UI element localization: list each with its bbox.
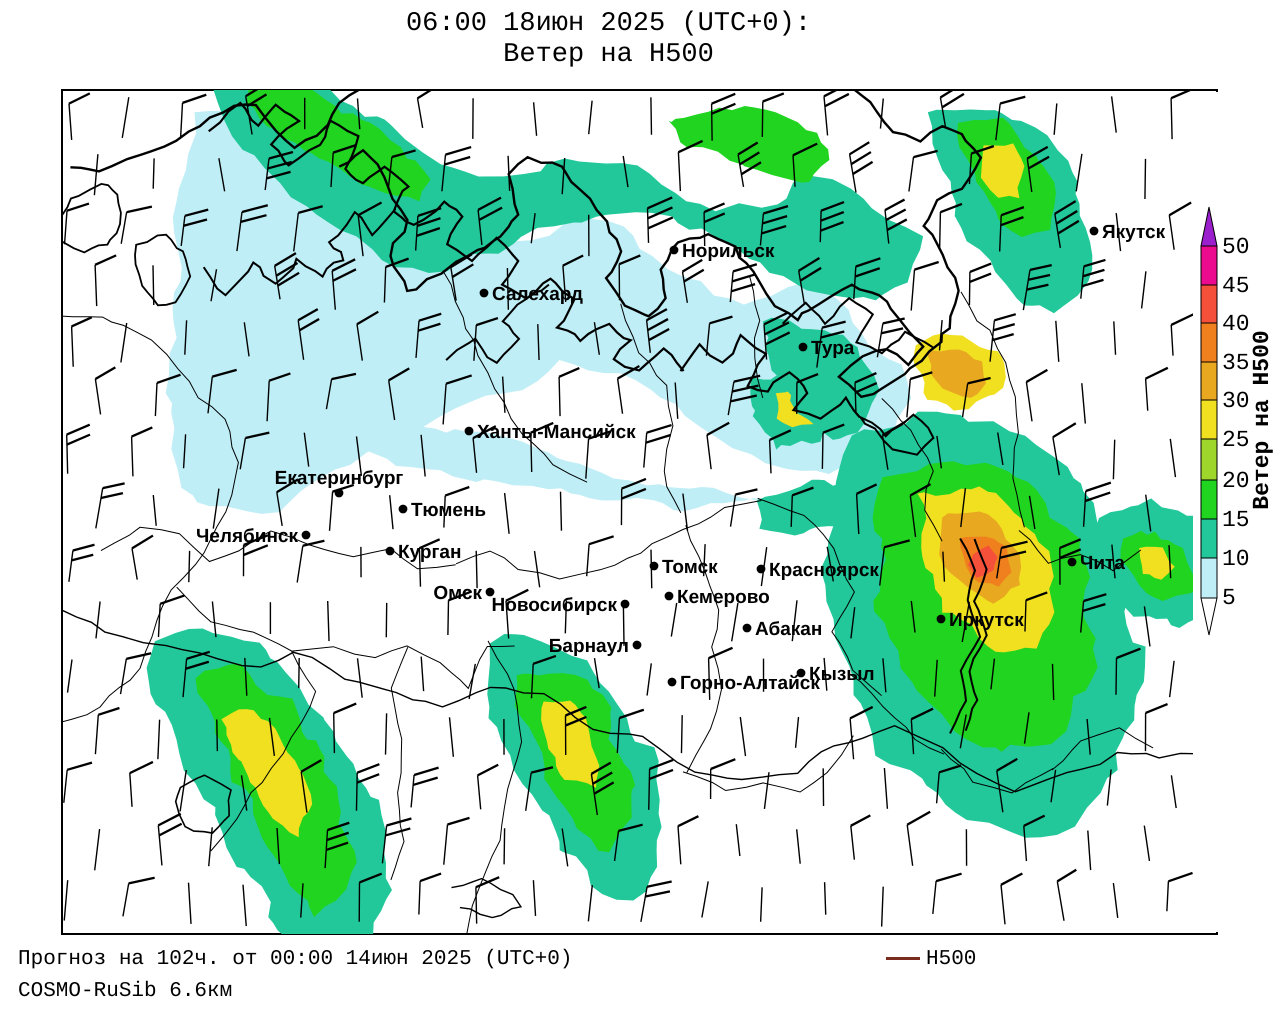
- svg-text:Томск: Томск: [662, 557, 718, 578]
- svg-text:Курган: Курган: [398, 542, 461, 563]
- svg-text:Ханты-Мансийск: Ханты-Мансийск: [477, 422, 636, 443]
- svg-text:15: 15: [1222, 507, 1250, 533]
- svg-text:Иркутск: Иркутск: [949, 610, 1024, 631]
- svg-text:Тура: Тура: [811, 338, 855, 359]
- svg-text:Кемерово: Кемерово: [677, 587, 770, 608]
- svg-text:Челябинск: Челябинск: [196, 526, 299, 547]
- svg-text:45: 45: [1222, 273, 1250, 299]
- svg-text:25: 25: [1222, 427, 1250, 453]
- svg-text:Новосибирск: Новосибирск: [492, 595, 618, 616]
- svg-text:Барнаул: Барнаул: [549, 636, 629, 657]
- svg-text:Салехард: Салехард: [492, 284, 583, 305]
- svg-text:5: 5: [1222, 585, 1236, 611]
- svg-text:Якутск: Якутск: [1102, 222, 1166, 243]
- svg-text:Абакан: Абакан: [755, 619, 822, 640]
- svg-text:Красноярск: Красноярск: [769, 560, 879, 581]
- svg-text:Екатеринбург: Екатеринбург: [275, 468, 404, 489]
- svg-text:20: 20: [1222, 468, 1250, 494]
- svg-text:Омск: Омск: [433, 583, 482, 604]
- svg-text:Чита: Чита: [1080, 553, 1125, 574]
- svg-text:10: 10: [1222, 546, 1250, 572]
- svg-text:Норильск: Норильск: [682, 241, 775, 262]
- svg-text:Ветер на Н500: Ветер на Н500: [1249, 330, 1275, 509]
- svg-text:Тюмень: Тюмень: [411, 500, 486, 521]
- svg-text:35: 35: [1222, 350, 1250, 376]
- svg-text:Кызыл: Кызыл: [809, 664, 875, 685]
- svg-text:50: 50: [1222, 234, 1250, 260]
- svg-text:40: 40: [1222, 311, 1250, 337]
- svg-text:30: 30: [1222, 388, 1250, 414]
